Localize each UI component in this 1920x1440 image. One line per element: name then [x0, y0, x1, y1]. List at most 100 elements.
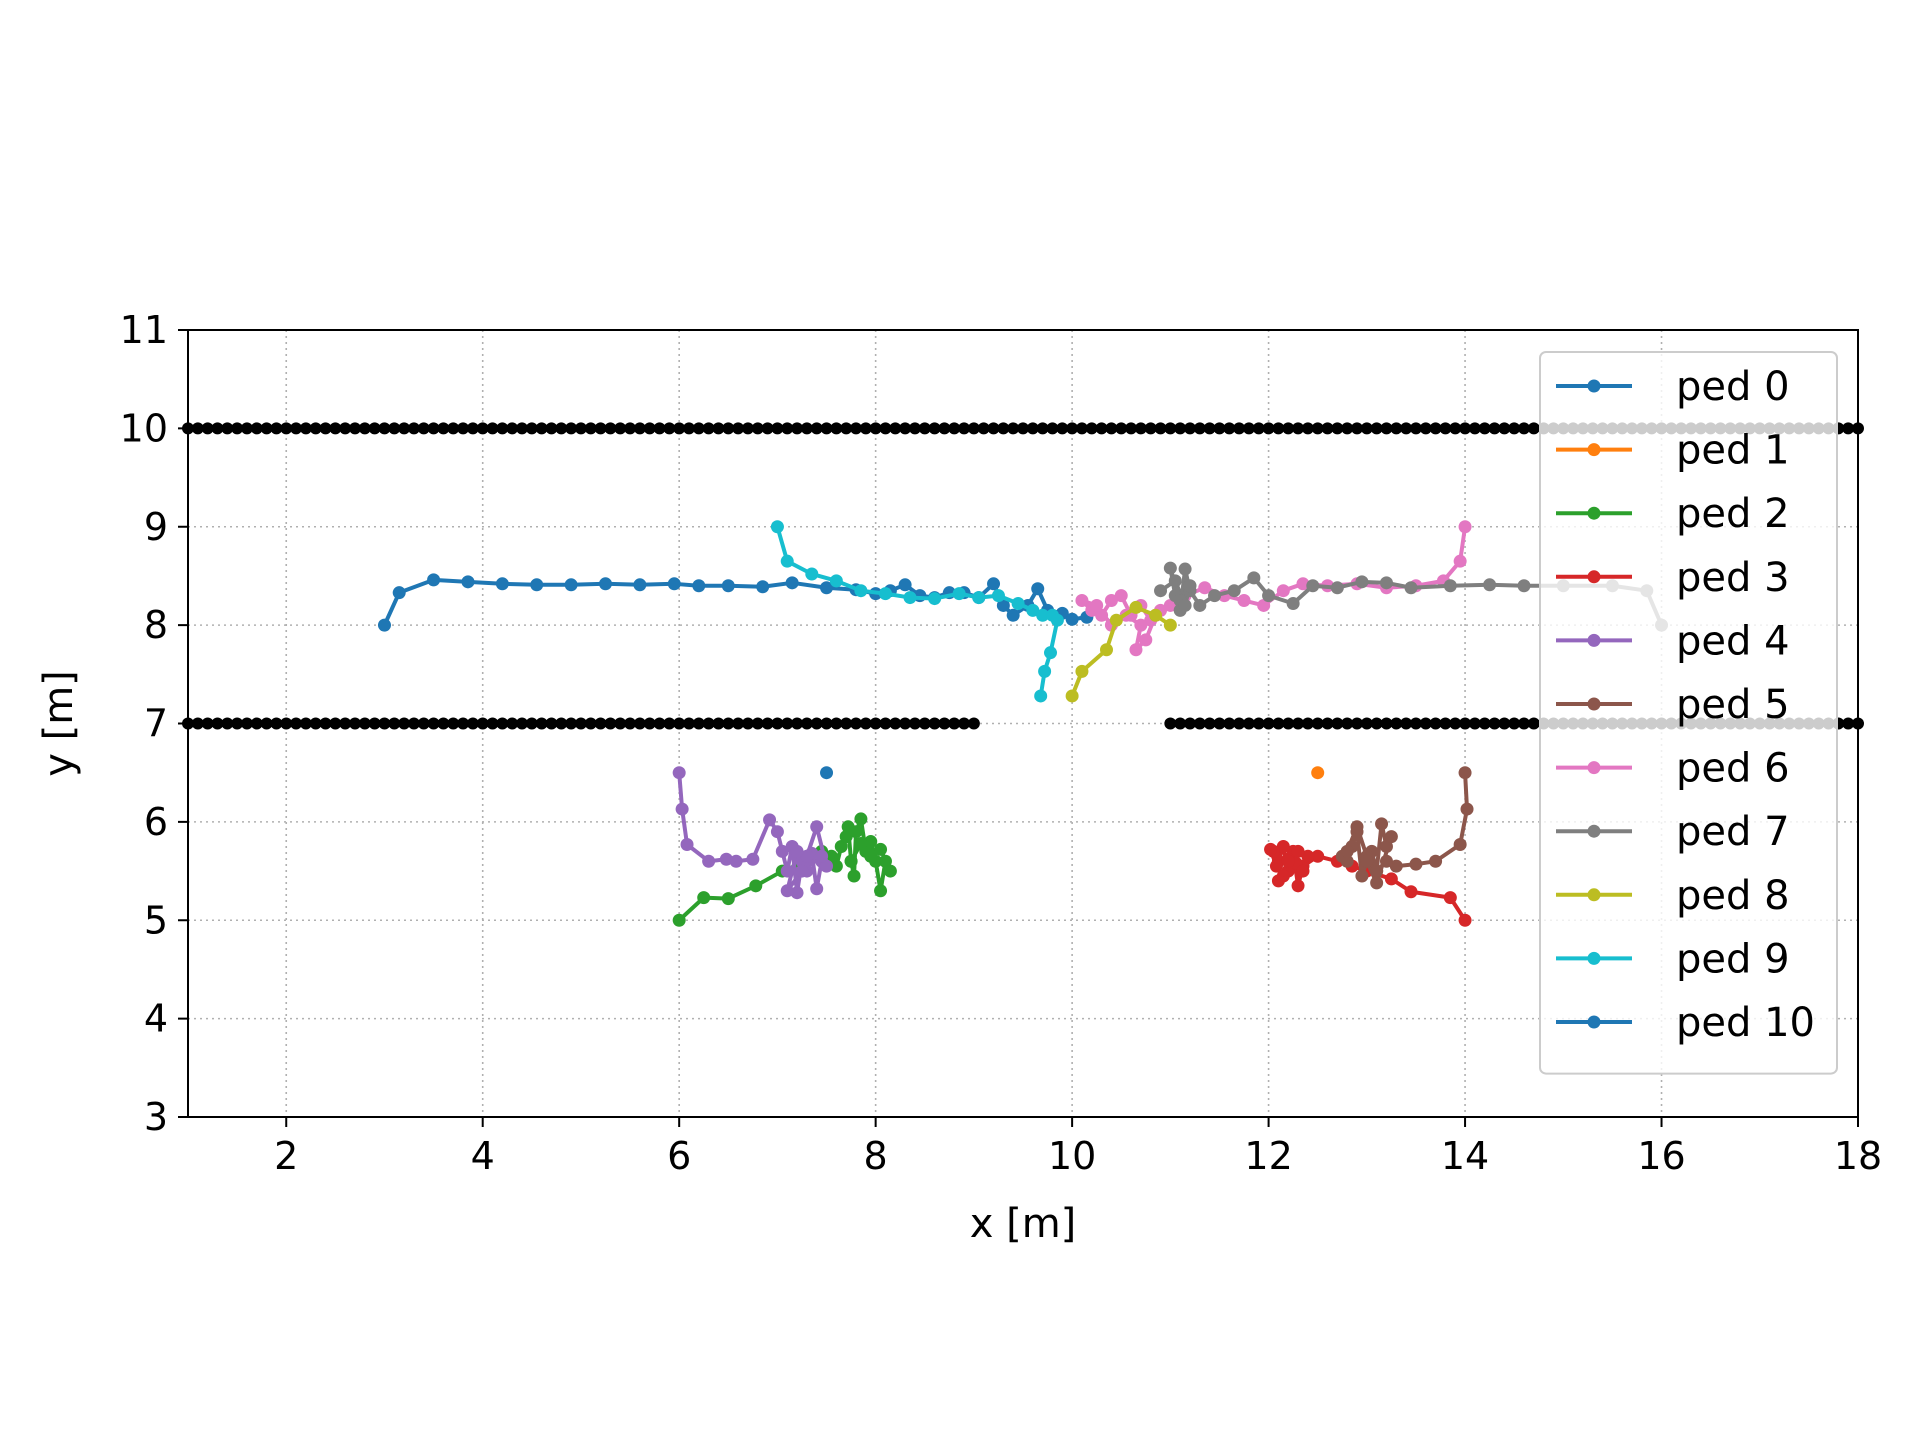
data-point	[1281, 854, 1295, 868]
lower-wall-left-point	[231, 717, 244, 730]
data-point	[878, 587, 892, 601]
data-point	[1384, 830, 1398, 844]
upper-wall-point	[1046, 422, 1059, 435]
y-tick-label: 5	[144, 898, 168, 942]
data-point	[377, 618, 391, 632]
upper-wall-point	[908, 422, 921, 435]
lower-wall-right-point	[1252, 717, 1265, 730]
data-point	[1038, 664, 1052, 678]
data-point	[824, 849, 838, 863]
x-tick-label: 12	[1244, 1134, 1292, 1178]
lower-wall-left-point	[299, 717, 312, 730]
upper-wall-point	[1144, 422, 1157, 435]
upper-wall-point	[280, 422, 293, 435]
data-point	[810, 882, 824, 896]
lower-wall-right-point	[1262, 717, 1275, 730]
legend-marker	[1587, 1015, 1601, 1029]
upper-wall-point	[231, 422, 244, 435]
upper-wall-point	[1007, 422, 1020, 435]
upper-wall-point	[349, 422, 361, 435]
upper-wall-point	[1272, 422, 1285, 435]
legend-item: ped 3	[1556, 555, 1790, 601]
legend: ped 0 ped 1 ped 2 ped 3 ped 4 ped 5 ped 6 ped 7…	[1539, 351, 1838, 1075]
lower-wall-left-point	[525, 717, 538, 730]
lower-wall-right-point	[1360, 717, 1373, 730]
lower-wall-right-point	[1164, 717, 1177, 730]
lower-wall-right-point	[1468, 717, 1481, 730]
upper-wall-point	[624, 422, 637, 435]
y-tick-label: 3	[144, 1095, 168, 1139]
upper-wall-point	[1242, 422, 1255, 435]
upper-wall-point	[1478, 422, 1491, 435]
upper-wall-point	[1075, 422, 1088, 435]
upper-wall-point	[987, 422, 1000, 435]
upper-wall-point	[899, 422, 912, 435]
upper-wall-point	[545, 422, 558, 435]
upper-wall-point	[290, 422, 303, 435]
upper-wall-point	[1213, 422, 1226, 435]
lower-wall-left-point	[614, 717, 627, 730]
lower-wall-right-point	[1527, 717, 1540, 730]
y-tick-label: 4	[144, 997, 168, 1041]
data-point	[780, 554, 794, 568]
lower-wall-right-point	[1341, 717, 1354, 730]
data-point	[680, 838, 694, 852]
data-point	[1384, 872, 1398, 886]
y-tick-label: 9	[144, 505, 168, 549]
upper-wall-point	[977, 422, 990, 435]
lower-wall-left-point	[800, 717, 813, 730]
legend-label: ped 9	[1676, 936, 1790, 982]
lower-wall-left-point	[918, 717, 931, 730]
lower-wall-left-point	[240, 717, 253, 730]
data-point	[1291, 844, 1305, 858]
upper-wall-point	[339, 422, 352, 435]
lower-wall-right-point	[1203, 717, 1216, 730]
series-ped-5	[1335, 766, 1474, 890]
lower-wall-left-point	[899, 717, 912, 730]
lower-wall-left-point	[574, 717, 587, 730]
data-point	[1276, 839, 1290, 853]
data-point	[770, 520, 784, 534]
upper-wall-point	[967, 422, 980, 435]
upper-wall-point	[1360, 422, 1373, 435]
upper-wall-point	[191, 422, 204, 435]
data-point	[692, 579, 706, 593]
legend-marker	[1587, 443, 1601, 457]
legend-item: ped 2	[1556, 491, 1790, 537]
upper-wall-point	[1488, 422, 1501, 435]
lower-wall-left-point	[751, 717, 764, 730]
upper-wall-point	[486, 422, 499, 435]
upper-wall-point	[1056, 422, 1069, 435]
lower-wall-left-point	[466, 717, 479, 730]
lower-wall-left-point	[398, 717, 411, 730]
upper-wall-point	[299, 422, 312, 435]
data-point	[1340, 844, 1354, 858]
upper-wall-point	[221, 422, 234, 435]
lower-wall-left-point	[378, 717, 391, 730]
lower-wall-left-point	[339, 717, 352, 730]
upper-wall-point	[1842, 422, 1855, 435]
lower-wall-left-point	[191, 717, 204, 730]
legend-item: ped 4	[1556, 618, 1790, 664]
upper-wall-point	[1125, 422, 1138, 435]
upper-wall-point	[594, 422, 607, 435]
data-point	[1178, 598, 1192, 612]
lower-wall-right-point	[1174, 717, 1187, 730]
data-point	[780, 884, 794, 898]
upper-wall-point	[398, 422, 411, 435]
upper-wall-point	[211, 422, 224, 435]
lower-wall-left-point	[702, 717, 715, 730]
data-point	[1034, 689, 1048, 703]
data-point	[1109, 613, 1123, 627]
lower-wall-left-point	[840, 717, 853, 730]
x-tick-label: 16	[1637, 1134, 1685, 1178]
upper-wall-point	[427, 422, 440, 435]
upper-wall-point	[840, 422, 853, 435]
series-ped-10	[820, 766, 834, 780]
data-point	[1075, 594, 1089, 608]
lower-wall-left-point	[476, 717, 489, 730]
upper-wall-point	[368, 422, 381, 435]
upper-wall-point	[1527, 422, 1540, 435]
data-point	[1036, 608, 1050, 622]
data-point	[1311, 766, 1325, 780]
